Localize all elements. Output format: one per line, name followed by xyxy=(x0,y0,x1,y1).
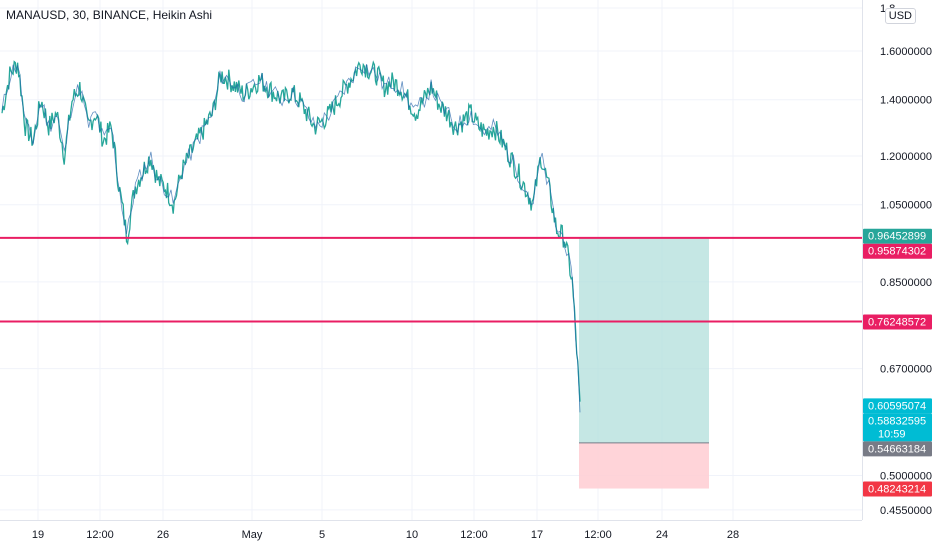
price-badge-label: 0.95874302 xyxy=(868,246,926,258)
price-badge-bg xyxy=(863,228,932,244)
x-tick-label: 12:00 xyxy=(584,529,612,541)
price-badge-label: 0.96452899 xyxy=(868,231,926,243)
price-series xyxy=(1,60,581,402)
price-badge-bg xyxy=(863,441,932,457)
price-badge-label: 0.76248572 xyxy=(868,316,926,328)
price-badge: 0.95874302 xyxy=(863,243,932,259)
price-badge-label: 0.60595074 xyxy=(868,400,926,412)
price-badge-label: 0.54663184 xyxy=(868,443,926,455)
x-tick-label: 28 xyxy=(727,529,739,541)
x-tick-label: 5 xyxy=(319,529,325,541)
x-tick-label: 24 xyxy=(656,529,668,541)
price-badge: 0.96452899 xyxy=(863,228,932,244)
price-badge: 0.76248572 xyxy=(863,314,932,330)
x-tick-label: 12:00 xyxy=(86,529,114,541)
price-badge-bg xyxy=(863,413,932,442)
price-badge-bg xyxy=(863,481,932,497)
price-badge-bg xyxy=(863,398,932,414)
price-badge: 0.48243214 xyxy=(863,481,932,497)
price-badge: 0.54663184 xyxy=(863,441,932,457)
price-badge: 0.60595074 xyxy=(863,398,932,414)
x-tick-label: 26 xyxy=(157,529,169,541)
price-series-wick xyxy=(1,64,581,413)
y-tick-label: 1.60000000 xyxy=(880,46,932,58)
y-tick-label: 0.45500000 xyxy=(880,505,932,517)
y-tick-label: 1.20000000 xyxy=(880,151,932,163)
price-badge-bg xyxy=(863,314,932,330)
loss-zone xyxy=(579,442,709,489)
x-tick-label: May xyxy=(242,529,263,541)
profit-zone xyxy=(579,237,709,443)
y-tick-label: 1.40000000 xyxy=(880,95,932,107)
price-badge-label: 0.48243214 xyxy=(868,484,926,496)
x-tick-label: 12:00 xyxy=(460,529,488,541)
symbol-title: MANAUSD, 30, BINANCE, Heikin Ashi xyxy=(6,8,213,22)
price-badge-label: 0.58832595 xyxy=(868,415,926,427)
price-badge-bg xyxy=(863,243,932,259)
currency-label[interactable]: USD xyxy=(884,8,916,24)
x-tick-label: 19 xyxy=(32,529,44,541)
price-badge-sublabel: 10:59 xyxy=(878,428,906,440)
x-tick-label: 17 xyxy=(531,529,543,541)
x-tick-label: 10 xyxy=(406,529,418,541)
